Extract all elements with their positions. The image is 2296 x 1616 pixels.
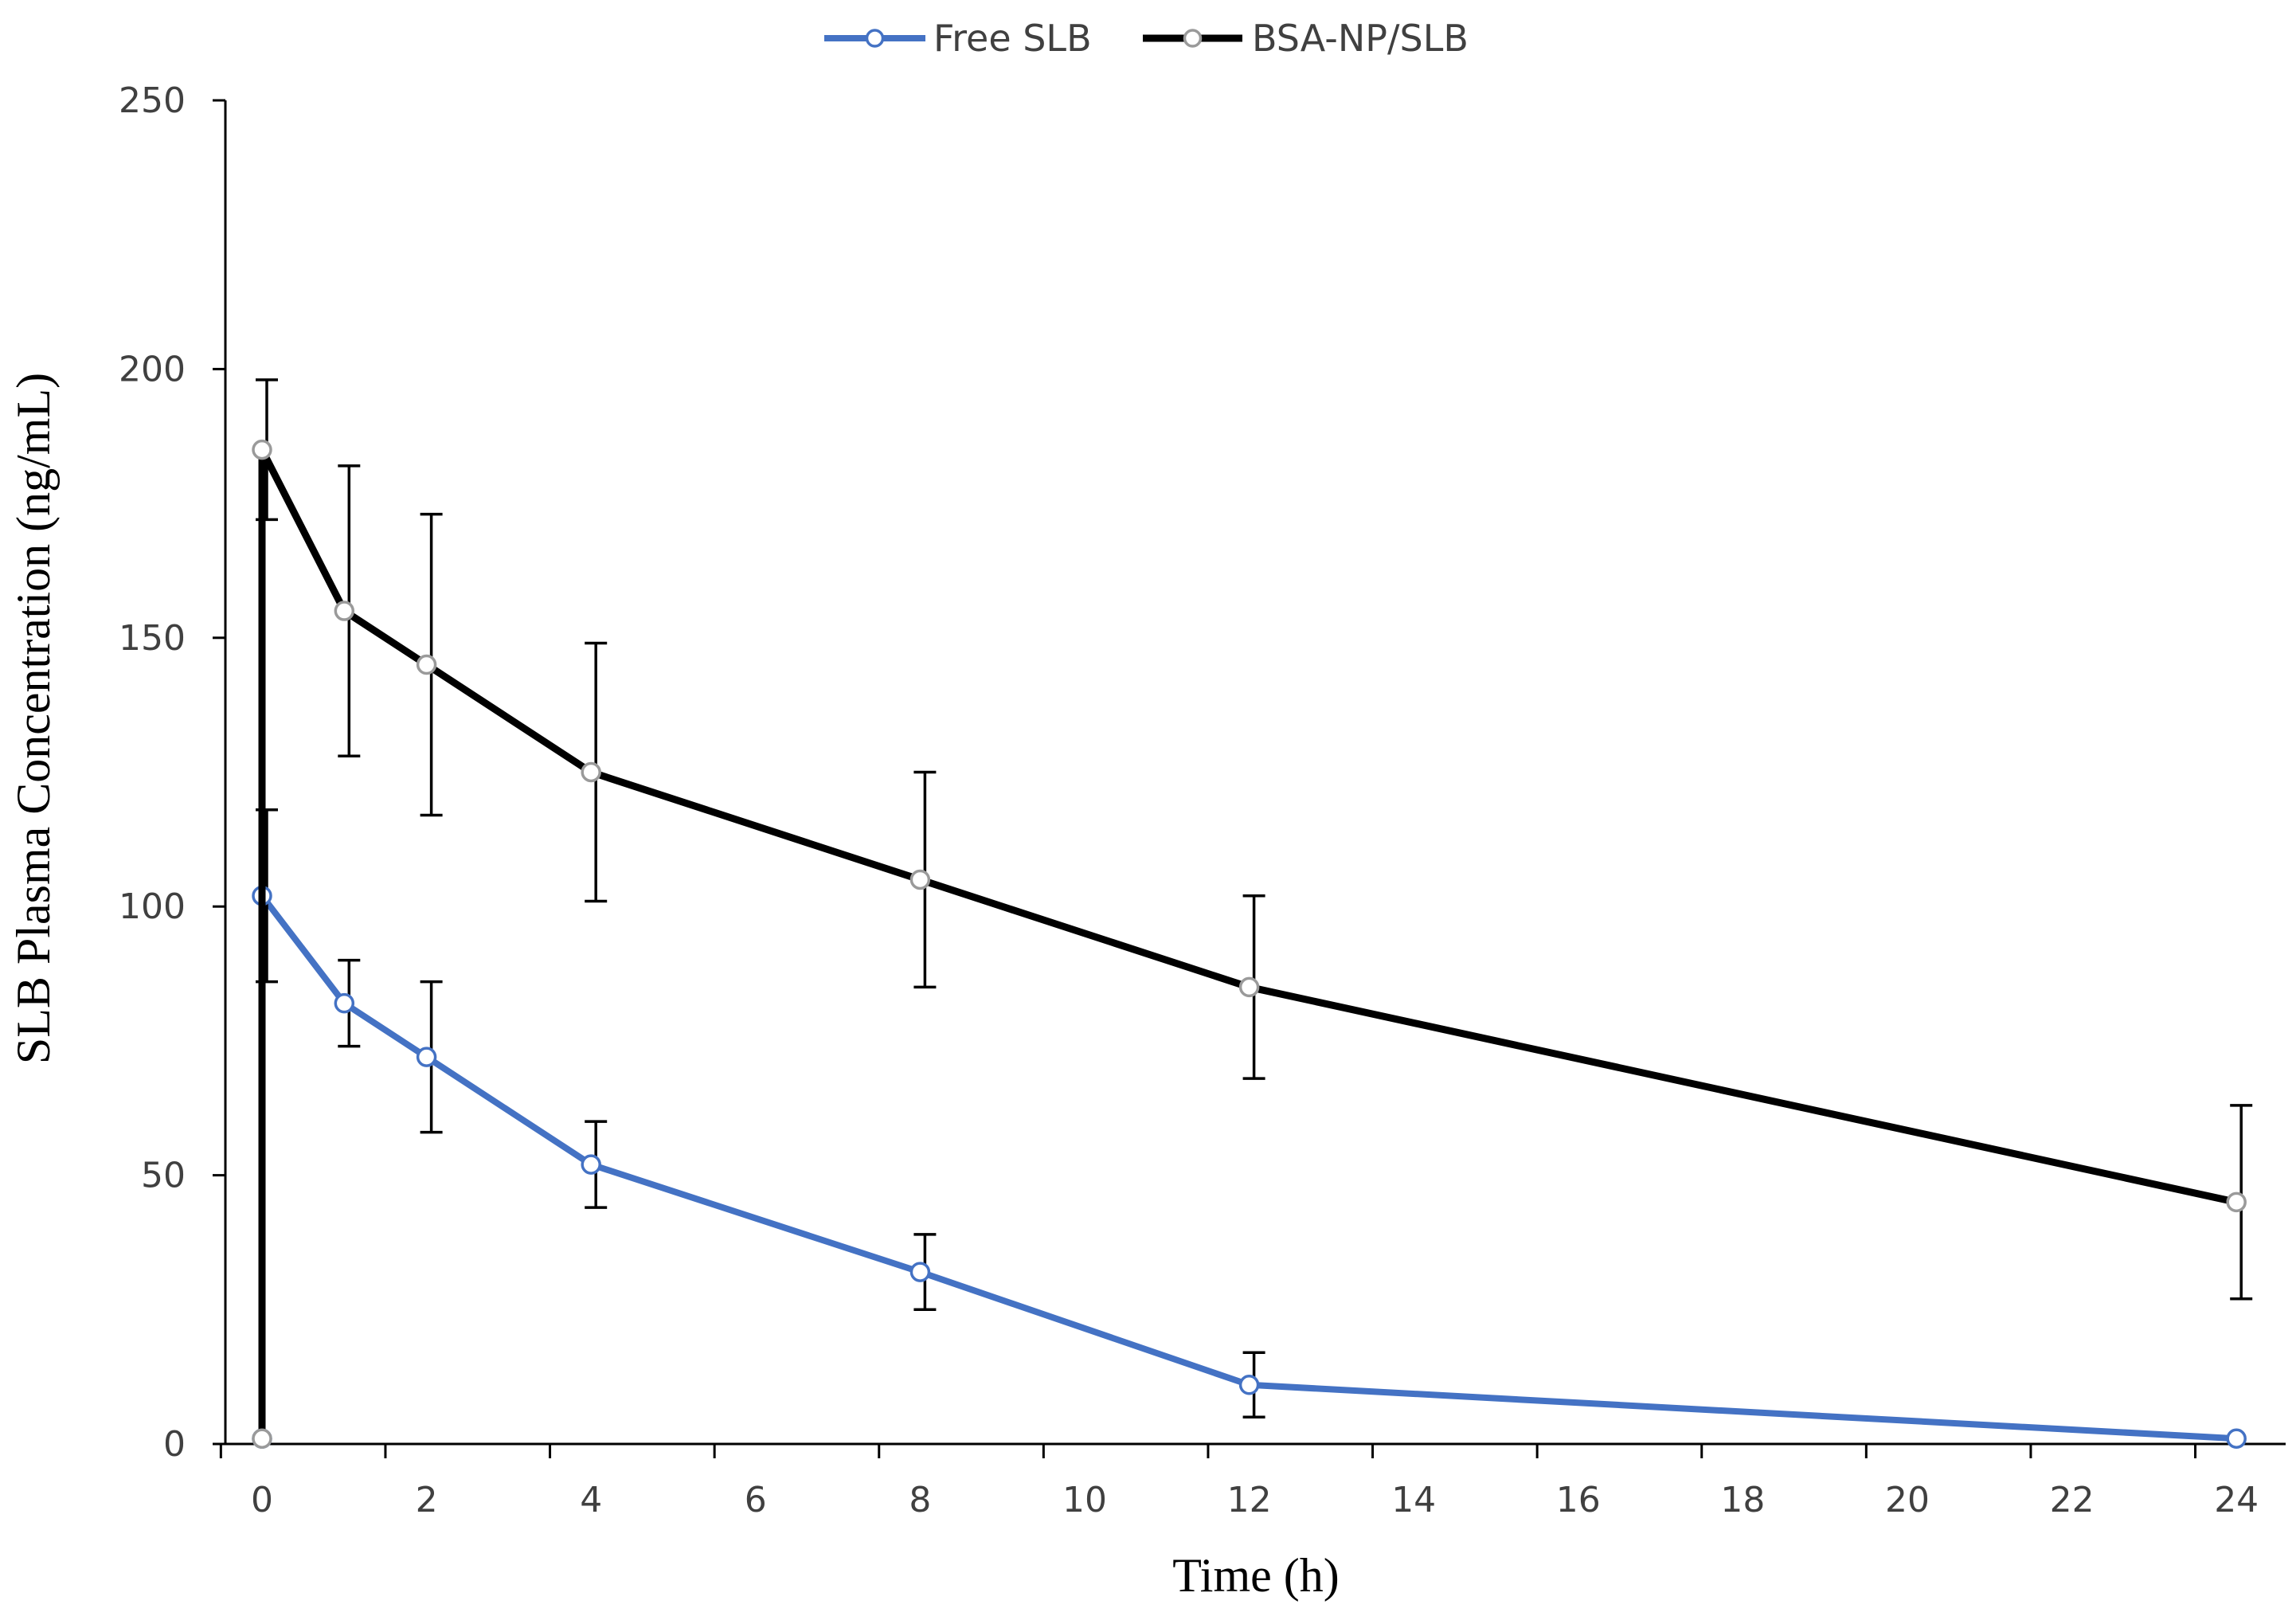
x-tick-label: 20 bbox=[1885, 1480, 1930, 1520]
x-tick-label: 24 bbox=[2214, 1480, 2259, 1520]
y-axis-title: SLB Plasma Concentration (ng/mL) bbox=[7, 373, 60, 1064]
data-point bbox=[2226, 1191, 2247, 1213]
data-point bbox=[1238, 1375, 1260, 1395]
data-point bbox=[909, 869, 931, 890]
y-tick-label: 100 bbox=[119, 886, 186, 927]
x-tick-label: 18 bbox=[1720, 1480, 1765, 1520]
data-point bbox=[416, 654, 437, 675]
x-tick-label: 6 bbox=[745, 1480, 767, 1520]
x-tick-label: 0 bbox=[251, 1480, 273, 1520]
data-point bbox=[416, 1047, 437, 1067]
data-point bbox=[252, 439, 272, 460]
x-tick-label: 8 bbox=[909, 1480, 931, 1520]
legend-label: BSA-NP/SLB bbox=[1252, 17, 1469, 60]
series-1 bbox=[252, 378, 2253, 1450]
legend-label: Free SLB bbox=[933, 17, 1092, 60]
y-tick-label: 150 bbox=[119, 618, 186, 659]
x-axis-title: Time (h) bbox=[1172, 1549, 1339, 1602]
series-line bbox=[259, 892, 2237, 1442]
legend-swatch-marker bbox=[865, 29, 885, 48]
series-line bbox=[258, 446, 2238, 1439]
y-tick-label: 50 bbox=[141, 1156, 186, 1196]
y-tick-label: 250 bbox=[119, 80, 186, 121]
data-point bbox=[252, 1428, 272, 1450]
data-point bbox=[909, 1262, 931, 1282]
legend-swatch-marker bbox=[1183, 29, 1203, 48]
x-tick-label: 2 bbox=[416, 1480, 438, 1520]
series-0 bbox=[252, 808, 2247, 1450]
x-tick-label: 4 bbox=[580, 1480, 602, 1520]
x-tick-label: 14 bbox=[1391, 1480, 1436, 1520]
data-point bbox=[2226, 1428, 2247, 1450]
data-point bbox=[334, 601, 355, 621]
data-point bbox=[334, 992, 355, 1014]
data-point bbox=[581, 1154, 601, 1175]
legend: Free SLB BSA-NP/SLB bbox=[824, 17, 1469, 60]
series-layer bbox=[252, 378, 2253, 1450]
x-tick-label: 10 bbox=[1062, 1480, 1107, 1520]
y-tick-label: 0 bbox=[163, 1424, 186, 1465]
x-tick-label: 12 bbox=[1227, 1480, 1272, 1520]
data-point bbox=[581, 761, 601, 783]
y-tick-label: 200 bbox=[119, 349, 186, 389]
x-tick-label: 16 bbox=[1556, 1480, 1601, 1520]
x-tick-label: 22 bbox=[2050, 1480, 2095, 1520]
data-point bbox=[1238, 976, 1260, 998]
